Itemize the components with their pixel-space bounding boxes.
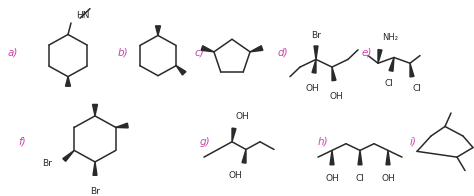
Polygon shape [65,77,71,86]
Text: h): h) [318,137,328,147]
Text: b): b) [118,48,128,58]
Text: OH: OH [236,112,250,121]
Polygon shape [378,50,382,63]
Text: f): f) [18,137,26,147]
Text: c): c) [195,48,205,58]
Text: a): a) [8,48,18,58]
Text: HN: HN [76,11,90,20]
Text: Cl: Cl [384,79,393,88]
Text: g): g) [200,137,210,147]
Text: OH: OH [228,171,242,180]
Text: OH: OH [381,174,395,183]
Polygon shape [176,66,186,75]
Polygon shape [232,128,236,142]
Text: OH: OH [325,174,339,183]
Polygon shape [312,59,316,73]
Text: OH: OH [305,84,319,93]
Text: OH: OH [329,92,343,101]
Text: Cl: Cl [356,174,365,183]
Text: NH₂: NH₂ [382,33,398,42]
Polygon shape [314,46,318,59]
Polygon shape [358,150,362,165]
Text: Br: Br [42,159,52,168]
Polygon shape [410,63,414,77]
Polygon shape [332,67,336,81]
Polygon shape [155,26,161,35]
Polygon shape [389,57,394,71]
Text: e): e) [362,48,373,58]
Text: Br: Br [90,187,100,196]
Polygon shape [242,149,246,163]
Polygon shape [201,46,214,52]
Polygon shape [330,150,334,165]
Text: d): d) [278,48,289,58]
Polygon shape [116,123,128,128]
Text: Br: Br [311,31,321,40]
Polygon shape [386,150,390,165]
Text: Cl: Cl [413,84,422,93]
Polygon shape [250,46,263,52]
Polygon shape [63,150,74,161]
Polygon shape [93,162,97,175]
Text: i): i) [410,137,417,147]
Polygon shape [92,104,98,116]
